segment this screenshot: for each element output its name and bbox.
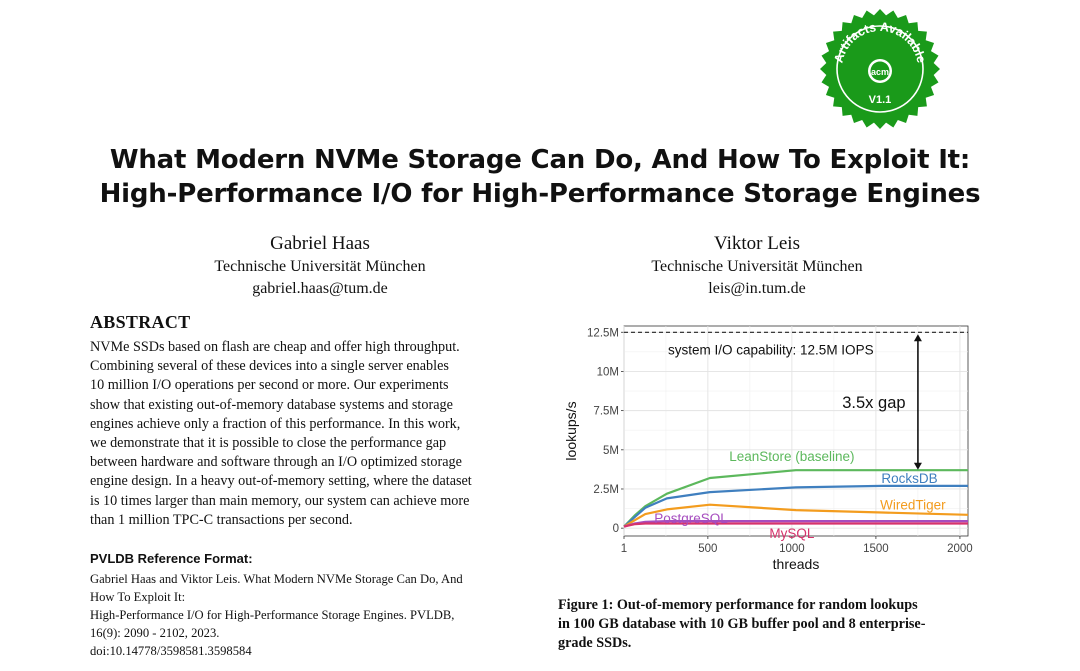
author-name: Gabriel Haas [270, 233, 370, 254]
y-tick-label: 12.5M [587, 327, 619, 339]
reference-format-body: Gabriel Haas and Viktor Leis. What Moder… [90, 570, 520, 660]
series-label: MySQL [769, 526, 815, 541]
abstract-line: is 10 times larger than main memory, our… [90, 492, 470, 509]
abstract-line: engines achieve only a fraction of this … [90, 415, 461, 432]
reference-line: How To Exploit It: [90, 590, 186, 604]
y-tick-label: 10M [597, 366, 619, 378]
x-tick-label: 2000 [947, 543, 973, 555]
author-block-2: Viktor Leis Technische Universität Münch… [607, 232, 907, 300]
abstract-line: Combining several of these devices into … [90, 358, 449, 375]
caption-line: Figure 1: Out-of-memory performance for … [558, 597, 918, 613]
author-name: Viktor Leis [714, 233, 800, 254]
author-affiliation: Technische Universität München [651, 258, 863, 275]
caption-line: grade SSDs. [558, 635, 632, 651]
x-tick-label: 1500 [863, 543, 889, 555]
gap-label: 3.5x gap [842, 394, 905, 412]
reference-format-heading: PVLDB Reference Format: [90, 551, 253, 566]
badge-version: V1.1 [869, 94, 892, 106]
y-tick-label: 2.5M [593, 484, 619, 496]
x-tick-label: 500 [698, 543, 717, 555]
abstract-line: NVMe SSDs based on flash are cheap and o… [90, 339, 460, 355]
y-tick-label: 5M [603, 445, 619, 457]
abstract-line: we demonstrate that it is possible to cl… [90, 435, 447, 452]
series-line-mysql [623, 522, 968, 528]
series-label: WiredTiger [880, 498, 946, 513]
abstract-body: NVMe SSDs based on flash are cheap and o… [90, 338, 518, 530]
series-line-rocksdb [623, 484, 968, 528]
author-block-1: Gabriel Haas Technische Universität Münc… [170, 232, 470, 300]
x-tick-label: 1 [621, 543, 627, 555]
y-tick-label: 7.5M [593, 406, 619, 418]
abstract-line: between hardware and software through an… [90, 454, 462, 471]
paper-title-line-2: High-Performance I/O for High-Performanc… [99, 179, 981, 209]
reference-line-label: system I/O capability: 12.5M IOPS [668, 342, 874, 357]
series-label: RocksDB [881, 471, 937, 486]
x-axis-label: threads [773, 556, 820, 572]
y-axis-label: lookups/s [563, 401, 579, 460]
paper-title-line-1: What Modern NVMe Storage Can Do, And How… [109, 145, 971, 175]
series-line-leanstore-baseline- [623, 469, 968, 528]
y-tick-label: 0 [613, 523, 619, 535]
abstract-line: show that existing out-of-memory databas… [90, 396, 453, 413]
reference-doi[interactable]: doi:10.14778/3598581.3598584 [90, 644, 252, 658]
abstract-heading: ABSTRACT [90, 312, 191, 332]
series-line-wiredtiger [623, 503, 969, 528]
acm-logo-text: acm [871, 67, 889, 77]
author-email[interactable]: leis@in.tum.de [708, 280, 806, 297]
abstract-line: 10 million I/O operations per second or … [90, 377, 449, 394]
reference-line: Gabriel Haas and Viktor Leis. What Moder… [90, 572, 463, 586]
gap-arrow-head-up [913, 334, 922, 342]
x-tick-label: 1000 [779, 543, 805, 555]
figure-caption: Figure 1: Out-of-memory performance for … [558, 596, 998, 653]
series-label: LeanStore (baseline) [729, 449, 854, 464]
author-email[interactable]: gabriel.haas@tum.de [252, 280, 388, 297]
abstract-line: engine design. In a heavy out-of-memory … [90, 473, 472, 490]
reference-line: 16(9): 2090 - 2102, 2023. [90, 626, 220, 640]
artifacts-available-badge: Artifacts Available acm V1.1 [820, 9, 940, 129]
reference-line: High-Performance I/O for High-Performanc… [90, 608, 455, 622]
author-affiliation: Technische Universität München [214, 258, 426, 275]
abstract-line: than 1 million TPC-C transactions per se… [90, 511, 353, 528]
gap-arrow-head-down [913, 462, 922, 470]
caption-line: in 100 GB database with 10 GB buffer poo… [558, 616, 926, 632]
series-label: PostgreSQL [654, 511, 728, 526]
